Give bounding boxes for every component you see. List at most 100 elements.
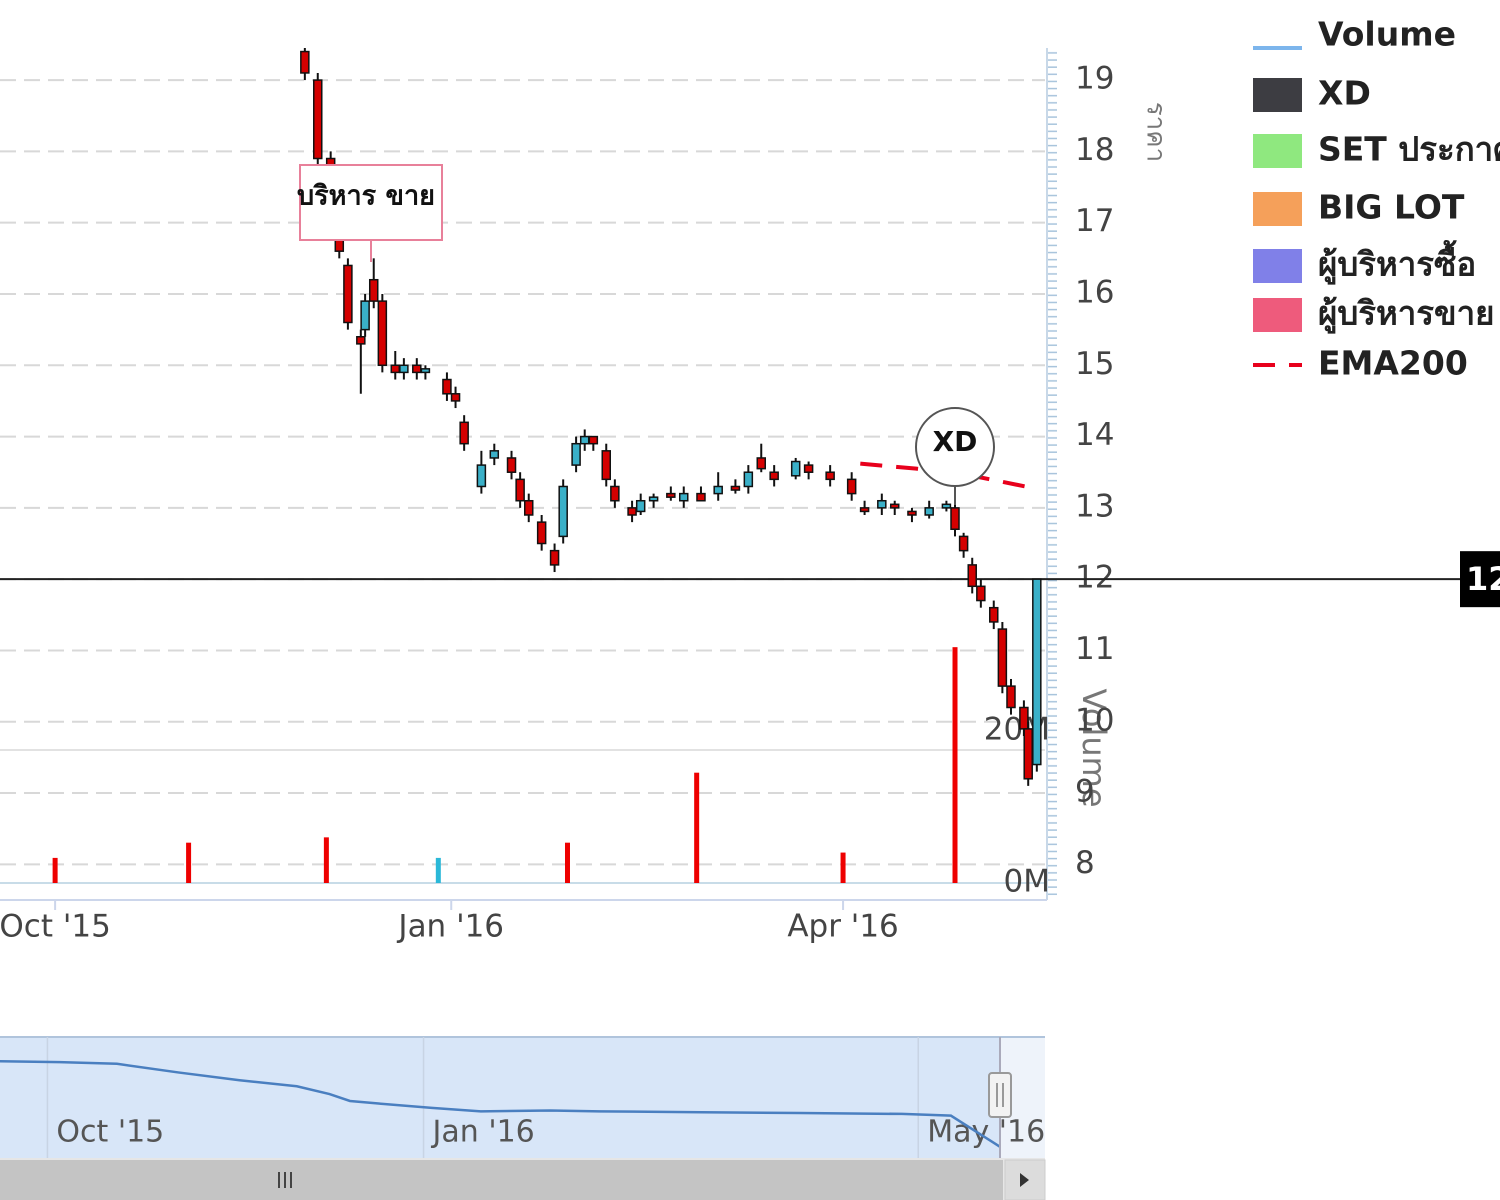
volume-axis-title: Volume (1075, 688, 1113, 807)
navigator-selection (0, 1037, 1000, 1158)
candle-body (743, 471, 754, 488)
scrollbar-grip (278, 1172, 292, 1188)
volume-tick-label: 0M (1004, 864, 1050, 900)
y-tick-label: 10 (1075, 702, 1114, 738)
candle-body (579, 435, 590, 445)
candle-body (412, 364, 422, 374)
candle-body (1032, 578, 1042, 766)
legend-item[interactable]: SET ประกาศ (1253, 130, 1500, 169)
y-tick-label: 14 (1075, 417, 1114, 453)
candle-body (399, 364, 409, 374)
candle-body (1006, 685, 1016, 709)
candle-body (300, 50, 310, 74)
navigator-line (0, 1059, 1001, 1148)
candle-body (489, 450, 500, 459)
y-tick-label: 8 (1075, 845, 1095, 881)
legend-label: SET ประกาศ (1318, 130, 1500, 169)
candle-body (450, 393, 461, 402)
candle-body (976, 585, 986, 602)
candle-body (648, 496, 659, 502)
annotation-box (299, 164, 443, 241)
legend-item[interactable]: BIG LOT (1253, 188, 1465, 227)
legend-swatch (1253, 78, 1302, 112)
candle-body (571, 442, 581, 466)
legend-item[interactable]: XD (1253, 74, 1371, 113)
candle-body (368, 278, 379, 302)
legend-swatch (1253, 134, 1302, 168)
candle-body (997, 628, 1008, 687)
candle-body (846, 478, 857, 495)
candle-body (523, 499, 534, 516)
y-tick-label: 19 (1075, 61, 1114, 97)
y-tick-label: 11 (1075, 631, 1114, 667)
volume-bar (52, 857, 58, 883)
candle-body (967, 564, 977, 588)
y-axis-title: ราคา (1141, 102, 1171, 163)
candle-body (889, 503, 900, 509)
candle-body (536, 521, 547, 545)
legend-item[interactable]: Volume (1253, 15, 1456, 54)
candle-body (941, 503, 952, 509)
navigator: Oct '15 Jan '16 May '16 (0, 1037, 1045, 1158)
candle-body (756, 457, 767, 470)
legend-label: Volume (1318, 15, 1456, 54)
annotation-circle (915, 407, 995, 487)
candle-body (377, 300, 388, 367)
candle-body (958, 535, 969, 552)
volume-bar (435, 857, 441, 883)
legend-label: XD (1318, 74, 1371, 113)
candle-body (678, 492, 689, 502)
legend-label: ผู้บริหารซื้อ (1318, 240, 1476, 286)
candle-body (459, 421, 469, 445)
y-tick-label: 17 (1075, 203, 1114, 239)
navigator-handle[interactable] (988, 1072, 1012, 1118)
candle-body (1023, 728, 1033, 780)
y-tick-label: 12 (1075, 560, 1114, 596)
candle-body (1019, 706, 1029, 730)
candle-body (907, 510, 917, 516)
plot: 8 9 10 11 12 13 14 15 16 17 18 19 Oct '15 Jan '16 Apr … (0, 48, 1500, 945)
annotation-text: XD (933, 425, 978, 458)
volume-bar (186, 842, 192, 883)
legend-item[interactable]: ผู้บริหารขาย (1253, 294, 1494, 335)
legend-item[interactable]: EMA200 (1253, 344, 1468, 383)
candle-body (343, 264, 353, 324)
y-tick-label: 18 (1075, 132, 1114, 168)
candle-body (924, 507, 934, 516)
y-tick-label: 15 (1075, 346, 1114, 382)
scrollbar-thumb[interactable] (0, 1160, 1003, 1200)
last-price-box (1460, 551, 1500, 608)
candle-body (627, 507, 637, 516)
candle-body (390, 364, 401, 374)
candle-body (558, 485, 568, 538)
candle-body (356, 336, 366, 345)
navigator-tick-label: May '16 (927, 1115, 1045, 1150)
volume-bar (952, 647, 958, 883)
candle-body (950, 507, 960, 531)
candle-body (610, 485, 620, 502)
candle-body (769, 471, 779, 481)
x-tick-label: Apr '16 (787, 909, 898, 945)
candle-body (877, 499, 887, 509)
y-tick-label: 16 (1075, 274, 1114, 310)
volume-bar (564, 842, 570, 883)
candle-body (859, 507, 870, 513)
candle-body (588, 435, 599, 445)
volume-bar (840, 852, 846, 883)
legend-label: ผู้บริหารขาย (1318, 294, 1494, 335)
annotation-text: บริหาร ขาย (297, 181, 435, 212)
legend-swatch (1253, 249, 1302, 283)
candle-body (515, 478, 525, 502)
y-tick-label: 13 (1075, 488, 1114, 524)
candle-body (442, 378, 452, 395)
scroll-arrow (1020, 1173, 1029, 1187)
legend-item[interactable]: ผู้บริหารซื้อ (1253, 240, 1476, 286)
candle-body (790, 460, 801, 477)
candle-body (549, 549, 560, 566)
candle-body (313, 79, 323, 160)
x-tick-label: Jan '16 (396, 909, 504, 945)
minor-ticks (1047, 48, 1057, 900)
candle-body (420, 368, 431, 374)
last-price-label: 12 (1466, 560, 1500, 598)
